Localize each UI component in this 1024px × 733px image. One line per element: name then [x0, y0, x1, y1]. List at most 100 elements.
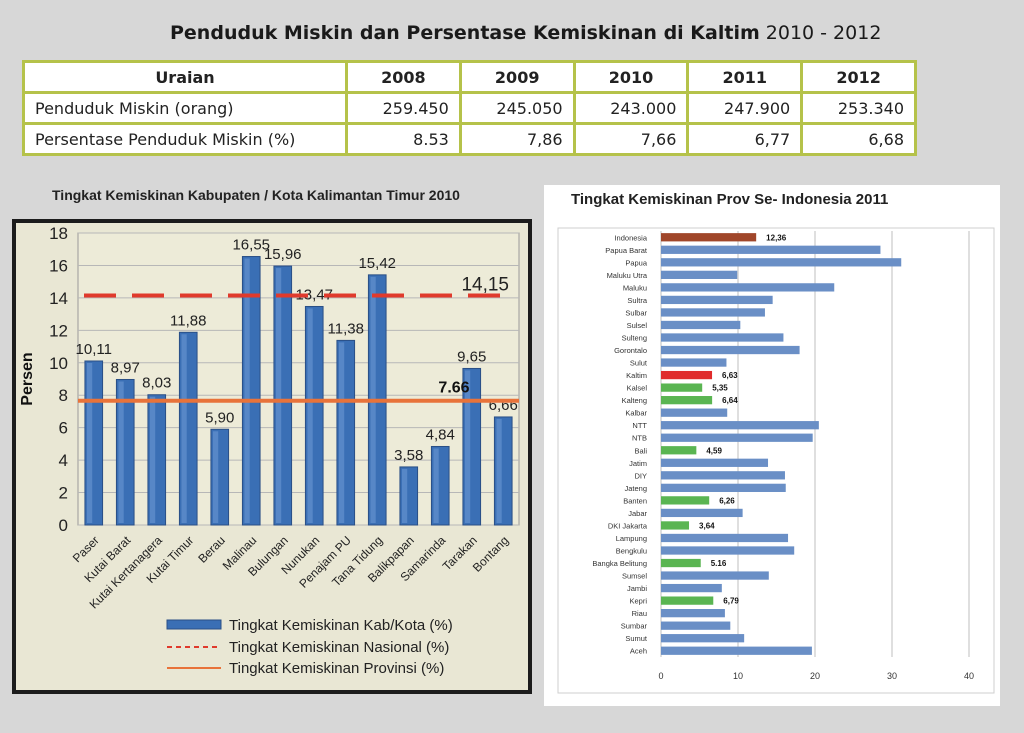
- bar: [661, 283, 835, 292]
- bar: [661, 358, 727, 367]
- y-tick-label: Jatim: [629, 459, 647, 468]
- y-tick-label: Sumbar: [621, 622, 648, 631]
- y-tick-label: Riau: [632, 609, 647, 618]
- bar: [661, 421, 819, 430]
- province-reference-label: 7.66: [438, 380, 469, 397]
- bar-highlight: [212, 431, 219, 523]
- table-header: 2010: [572, 60, 690, 94]
- table-cell: 7,66: [572, 122, 690, 156]
- bar: [661, 546, 795, 555]
- province-poverty-chart: 0 10 20 30 40 Indonesia 12,36 Papua Barat Papua M…: [557, 227, 995, 694]
- y-tick-label: Bengkulu: [616, 547, 647, 556]
- y-tick-label: Papua: [625, 258, 648, 267]
- y-tick-label: Sulbar: [625, 308, 647, 317]
- y-tick-label: Jambi: [627, 584, 647, 593]
- y-tick-label: Sumut: [625, 634, 648, 643]
- y-tick-label: 0: [59, 516, 68, 535]
- y-tick-label: Jabar: [628, 509, 647, 518]
- bar: [661, 383, 703, 392]
- bar-highlight: [464, 370, 471, 523]
- y-tick-label: Sulut: [630, 359, 648, 368]
- bar: [661, 270, 738, 279]
- x-tick-label: 0: [658, 671, 663, 681]
- bar: [661, 345, 800, 355]
- y-tick-label: Indonesia: [614, 233, 647, 242]
- y-tick-label: Banten: [623, 496, 647, 505]
- table-row: Persentase Penduduk Miskin (%) 8.53 7,86…: [22, 122, 917, 156]
- bar-highlight: [433, 448, 439, 523]
- bar: [661, 634, 745, 643]
- bar: [661, 596, 714, 605]
- bar: [661, 533, 789, 543]
- y-tick-label: DKI Jakarta: [608, 521, 648, 530]
- data-label: 11,88: [170, 312, 206, 329]
- bar: [661, 258, 902, 267]
- table-header: 2008: [345, 60, 462, 94]
- data-label: 15,96: [264, 246, 302, 263]
- bar: [661, 308, 765, 317]
- y-tick-label: 18: [49, 224, 68, 243]
- y-tick-label: 2: [59, 484, 68, 503]
- y-tick-label: Gorontalo: [614, 346, 647, 355]
- bar-highlight: [244, 258, 250, 523]
- data-label: 13,47: [295, 286, 333, 303]
- y-tick-label: 6: [59, 419, 68, 438]
- bar: [661, 483, 786, 492]
- bar: [661, 609, 725, 618]
- y-tick-label: Maluku: [623, 283, 647, 292]
- x-tick-label: 40: [964, 671, 974, 681]
- table-cell: 7,86: [458, 122, 576, 156]
- bar: [661, 446, 697, 455]
- table-header-row: Uraian 2008 2009 2010 2011 2012: [22, 60, 917, 94]
- x-tick-label: 20: [810, 671, 820, 681]
- bar: [661, 508, 743, 518]
- y-tick-label: Lampung: [616, 534, 647, 543]
- legend-label: Tingkat Kemiskinan Provinsi (%): [229, 660, 444, 677]
- table-row: Penduduk Miskin (orang) 259.450 245.050 …: [22, 91, 917, 125]
- y-tick-label: NTB: [632, 434, 647, 443]
- bar: [661, 458, 769, 467]
- table-header: 2012: [800, 60, 917, 94]
- table-header: Uraian: [22, 60, 348, 94]
- table-cell: 259.450: [345, 91, 462, 125]
- data-label: 10,11: [76, 341, 112, 358]
- kabupaten-poverty-chart: 024681012141618Persen10,11Paser8,97Kutai…: [12, 219, 532, 694]
- data-label: 12,36: [766, 233, 787, 242]
- data-label: 5,35: [712, 384, 728, 393]
- y-axis-title: Persen: [19, 352, 36, 405]
- data-label: 15,42: [358, 255, 396, 272]
- province-chart-panel: 0 10 20 30 40 Indonesia 12,36 Papua Barat Papua M…: [544, 185, 1000, 706]
- bar: [661, 295, 773, 305]
- data-label: 5.16: [711, 559, 727, 568]
- y-tick-label: Kalsel: [627, 384, 648, 393]
- page-title: Penduduk Miskin dan Persentase Kemiskina…: [170, 22, 881, 44]
- bar-highlight: [307, 308, 313, 523]
- bar: [661, 245, 881, 254]
- bar-highlight: [496, 418, 502, 523]
- right-chart-title: Tingkat Kemiskinan Prov Se- Indonesia 20…: [571, 191, 889, 208]
- y-tick-label: Bali: [634, 446, 647, 455]
- data-label: 11,38: [328, 320, 364, 337]
- bar: [661, 571, 769, 580]
- bar: [661, 233, 757, 242]
- bar: [661, 496, 710, 505]
- bar-highlight: [275, 268, 282, 523]
- data-label: 5,90: [205, 409, 234, 426]
- bar: [661, 583, 722, 593]
- bar: [661, 471, 785, 480]
- bar: [661, 621, 731, 630]
- table-cell: 245.050: [458, 91, 576, 125]
- y-tick-label: Maluku Utra: [607, 271, 648, 280]
- y-tick-label: Kalteng: [622, 396, 647, 405]
- y-tick-label: 12: [49, 321, 68, 340]
- legend-label: Tingkat Kemiskinan Nasional (%): [229, 639, 449, 656]
- table-cell: 6,68: [800, 122, 917, 156]
- bar: [661, 320, 741, 330]
- table-cell: 253.340: [800, 91, 917, 125]
- summary-table: Uraian 2008 2009 2010 2011 2012 Penduduk…: [22, 60, 917, 156]
- table-cell: 8.53: [345, 122, 462, 156]
- table-cell: 243.000: [572, 91, 690, 125]
- y-tick-label: 4: [59, 451, 68, 470]
- data-label: 3,64: [699, 521, 715, 530]
- data-label: 6,79: [723, 597, 739, 606]
